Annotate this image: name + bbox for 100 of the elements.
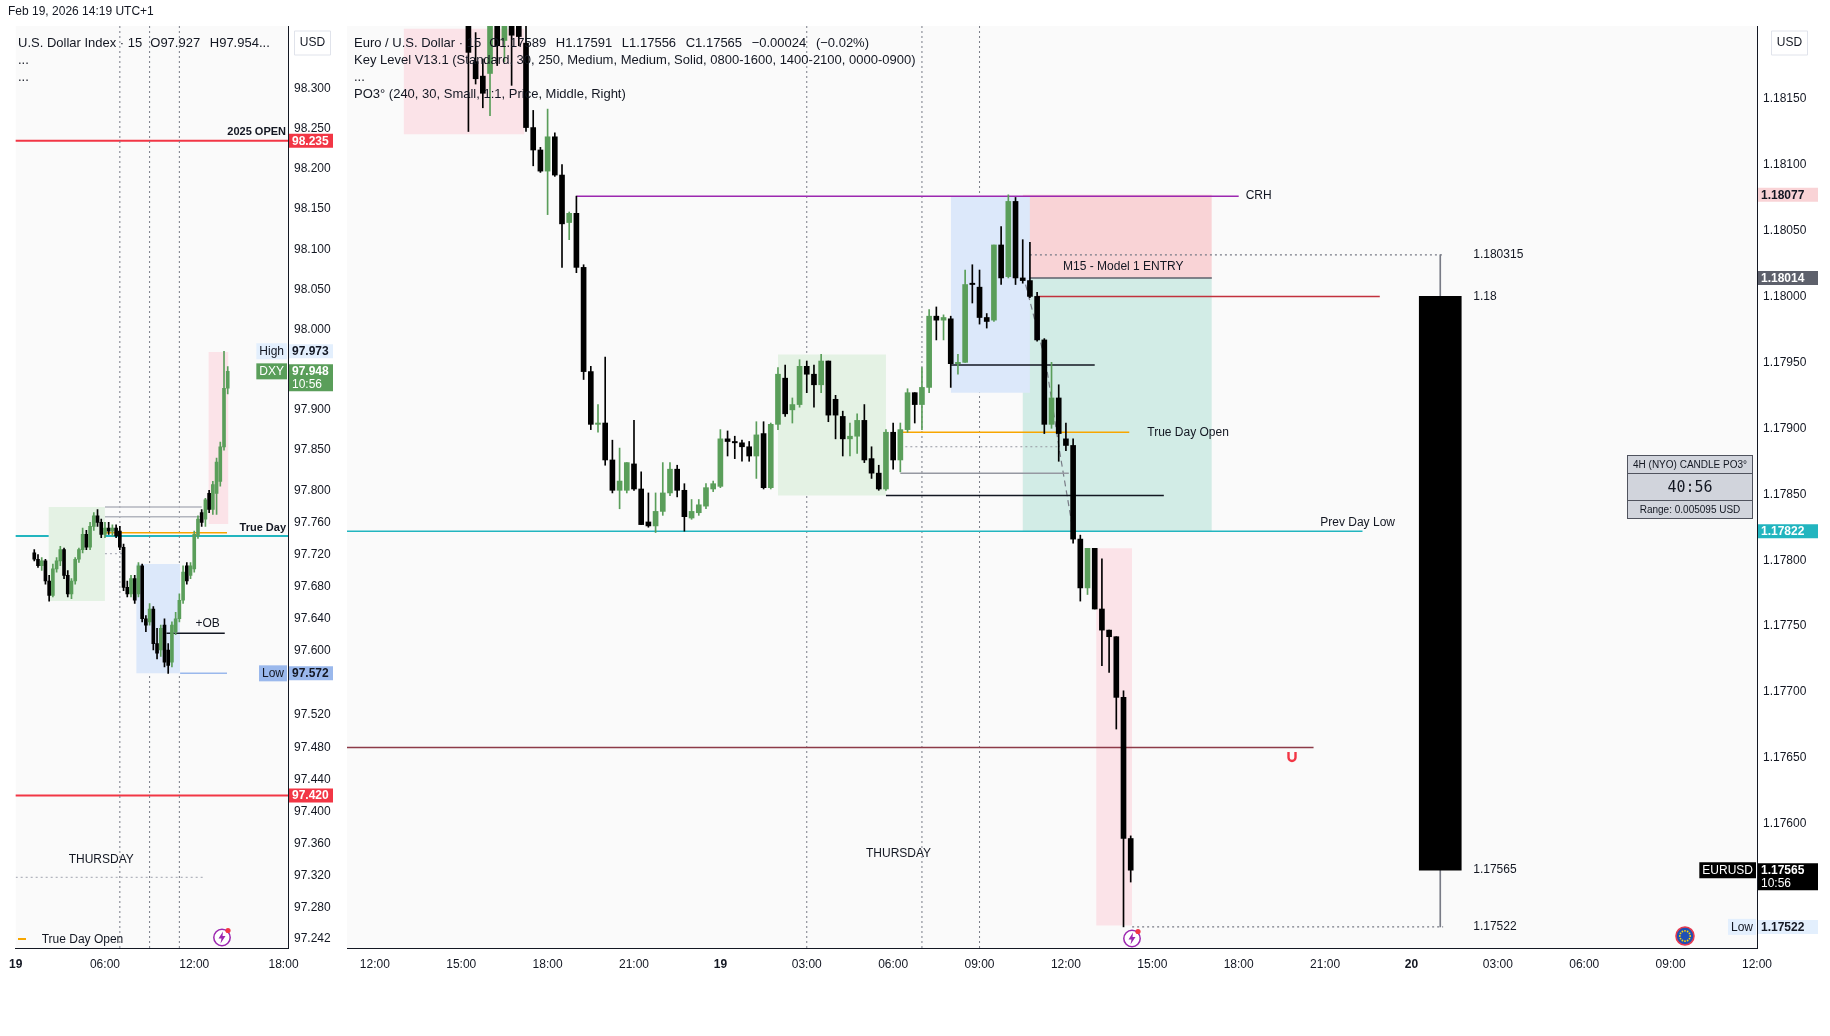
legend-label: True Day Open [41,932,124,946]
annotation: 4H (NYO) CANDLE PO3° [1632,458,1749,472]
y2-tick-label: 1.17522 [1761,919,1805,934]
annotation: +OB [195,616,220,631]
y-tick-label: 1.17800 [1763,552,1807,567]
y-tick-label: 97.600 [294,643,332,658]
annotation: 40:56 [1628,473,1753,500]
annotation: 1.180315 [1473,247,1524,262]
text: 10:56 [292,377,323,392]
y-tick-label: 98.000 [294,321,332,336]
candlestick [1099,558,1105,667]
y-tick-label: 1.17900 [1763,420,1807,435]
x-tick-label: 12:00 [179,956,210,971]
y2-tick-label: 98.235 [292,133,330,148]
x-tick-label: 03:00 [1482,956,1514,971]
y2-tick-label: 97.572 [292,666,330,681]
y-axis-title: USD [1776,35,1803,50]
x-tick-label: 18:00 [268,956,299,971]
text: O97.927 H97.954... [150,35,270,50]
y-tick-label: 97.400 [294,803,332,818]
y-tick-label: 1.17600 [1763,816,1807,831]
y2-tick-label: 1.17565 [1761,862,1805,877]
x-tick-label: 18:00 [1223,956,1255,971]
x-tick-label: 15:00 [1137,956,1168,971]
y-tick-label: 1.17850 [1763,486,1807,501]
y-tick-label: 1.18150 [1763,90,1807,105]
annotation: 1.17565 [1473,862,1517,877]
y2-tick-label: 97.948 [292,364,330,379]
annotation: EURUSD [1702,862,1754,877]
ref-line-label: 2025 OPEN [227,125,287,138]
y-tick-label: 1.17750 [1763,618,1807,633]
y-tick-label: 98.250 [294,121,332,136]
y-tick-label: 1.18050 [1763,222,1807,237]
candlestick [595,404,601,433]
x-tick-label: 12:00 [359,956,391,971]
annotation: 1.18 [1473,288,1497,303]
x-tick-label: 03:00 [791,956,823,971]
annotation: CRH [1245,188,1272,203]
annotation: 1.17522 [1473,919,1517,934]
y-tick-label: 97.440 [294,771,332,786]
y2-tick-label: 1.18014 [1761,270,1805,285]
y-tick-label: 98.100 [294,241,332,256]
x-tick-label: 19 [713,956,728,971]
y-tick-label: 97.760 [294,514,332,529]
y-tick-label: 97.520 [294,707,332,722]
x-tick-label: 21:00 [618,956,650,971]
y-tick-label: 97.800 [294,482,332,497]
y-tick-label: 98.050 [294,281,332,296]
y-tick-label: 97.480 [294,739,332,754]
y2-tick-label: 1.17822 [1761,524,1805,538]
y-tick-label: 97.320 [294,868,332,883]
y-tick-label: 97.720 [294,546,332,561]
annotation: True Day Open [1147,424,1229,439]
y2-tick-label: 97.420 [292,788,330,803]
ref-line-label: True Day [239,520,287,533]
y-tick-label: 97.850 [294,442,332,457]
text: 10:56 [1761,875,1792,890]
annotation: ... [18,51,30,68]
y-tick-label: 98.200 [294,161,332,176]
annotation: Prev Day Low [1320,515,1396,530]
y-tick-label: 97.360 [294,835,332,850]
annotation: ... [18,68,30,85]
annotation: Low [1730,919,1754,934]
x-tick-label: 12:00 [1741,956,1773,971]
y-tick-label: 98.150 [294,201,332,216]
annotation: High [259,344,284,359]
y-tick-label: 1.17650 [1763,750,1807,765]
annotation: M15 - Model 1 ENTRY [1063,259,1184,274]
annotation: THURSDAY [68,851,134,866]
y-tick-label: 97.640 [294,611,332,626]
x-tick-label: 06:00 [878,956,909,971]
y-tick-label: 1.17700 [1763,684,1807,699]
text: U.S. Dollar Index · 15 [18,35,143,50]
x-tick-label: 21:00 [1310,956,1341,971]
y-tick-label: 1.18100 [1763,156,1807,171]
y-tick-label: 1.18000 [1763,288,1807,303]
x-tick-label: 15:00 [446,956,477,971]
annotation: Low [261,666,285,681]
y2-tick-label: 1.18077 [1761,187,1805,202]
annotation: THURSDAY [866,846,932,860]
x-tick-label: 18:00 [532,956,563,971]
y-tick-label: 98.300 [294,80,332,95]
y-tick-label: 97.280 [294,900,332,915]
x-tick-label: 06:00 [89,956,121,971]
y-tick-label: 97.242 [294,930,332,945]
info-box: 4H (NYO) CANDLE PO3° 40:56 Range: 0.005095 USD [1627,455,1754,519]
x-tick-label: 12:00 [1050,956,1082,971]
x-tick-label: 09:00 [964,956,995,971]
x-tick-label: 06:00 [1569,956,1600,971]
x-tick-label: 09:00 [1655,956,1686,971]
y-tick-label: 1.17950 [1763,354,1807,369]
annotation: Range: 0.005095 USD [1628,500,1753,518]
y-axis-title: USD [299,35,326,50]
y-tick-label: 97.680 [294,578,332,593]
annotation: DXY [259,364,284,379]
y-tick-label: 97.900 [294,402,332,417]
text: Feb 19, 2026 14:19 UTC+1 [8,4,154,18]
annotation: ... [354,68,366,85]
y2-tick-label: 97.973 [292,344,330,359]
x-tick-label: 20 [1404,956,1419,971]
